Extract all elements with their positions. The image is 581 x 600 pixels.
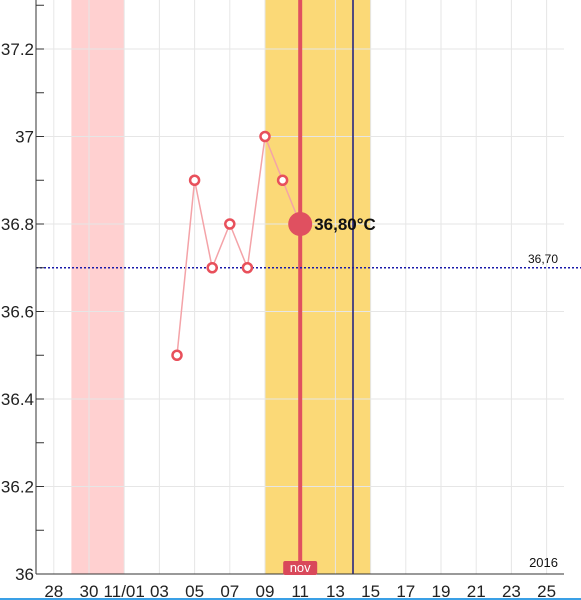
x-tick-label: 19 — [432, 582, 451, 600]
highlight-band-1 — [71, 0, 125, 574]
x-tick-label: 09 — [256, 582, 275, 600]
x-tick-label: 15 — [361, 582, 380, 600]
vertical-lines-layer — [298, 0, 354, 574]
x-tick-label: 13 — [326, 582, 345, 600]
x-tick-label: 17 — [396, 582, 415, 600]
selected-temperature-label: 36,80°C — [314, 215, 376, 234]
month-badge — [283, 561, 318, 575]
selected-data-point[interactable] — [288, 212, 313, 236]
month-badge-label: nov — [290, 560, 311, 575]
data-point[interactable] — [224, 218, 236, 230]
x-tick-label: 23 — [502, 582, 521, 600]
y-tick-label: 36.2 — [1, 478, 34, 497]
data-point[interactable] — [171, 349, 183, 361]
highlight-band-2 — [265, 0, 371, 574]
y-tick-label: 36.4 — [1, 390, 34, 409]
series-layer[interactable] — [171, 130, 313, 361]
x-tick-label: 30 — [80, 582, 99, 600]
coverline-label: 36,70 — [528, 252, 558, 266]
y-tick-label: 36.6 — [1, 303, 34, 322]
x-tick-label: 11/01 — [104, 582, 145, 600]
bands-layer — [71, 0, 371, 574]
x-tick-label: 11 — [291, 582, 309, 600]
data-point[interactable] — [241, 262, 254, 274]
x-tick-label: 05 — [185, 582, 204, 600]
x-tick-label: 07 — [220, 582, 239, 600]
x-tick-label: 21 — [467, 582, 486, 600]
y-tick-label: 36 — [15, 565, 34, 584]
y-tick-label: 36.8 — [1, 215, 34, 234]
labels-layer: 36,70 36 36.2 36.4 36.6 36.8 37 37.2 28 30 11/01 03… — [1, 40, 558, 600]
data-point[interactable] — [188, 174, 201, 186]
data-point[interactable] — [259, 130, 271, 143]
x-tick-label: 28 — [44, 582, 63, 600]
year-label: 2016 — [529, 555, 558, 570]
x-tick-label: 25 — [537, 582, 556, 600]
y-tick-label: 37 — [15, 128, 34, 147]
data-point[interactable] — [276, 174, 289, 186]
data-point[interactable] — [206, 262, 218, 274]
x-tick-label: 03 — [150, 582, 169, 600]
series-line — [176, 133, 301, 356]
y-tick-label: 37.2 — [1, 40, 34, 59]
